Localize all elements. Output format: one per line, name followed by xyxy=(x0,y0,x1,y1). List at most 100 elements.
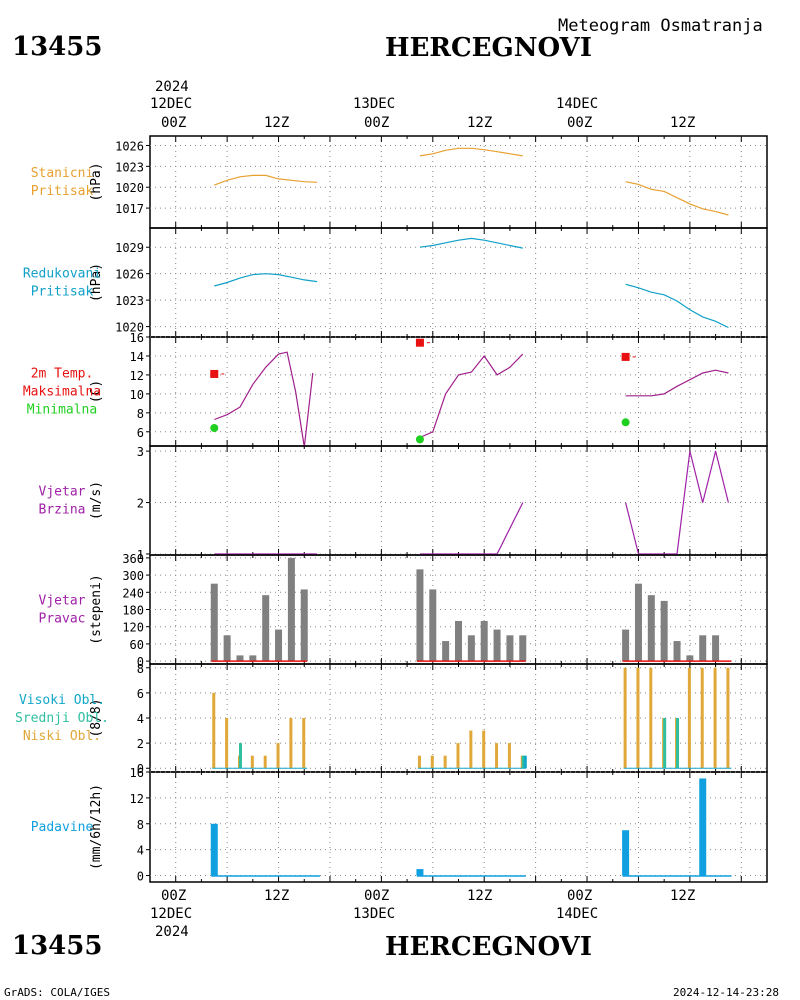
wind-direction-bar xyxy=(480,620,488,662)
bottom-date-0: 12DEC xyxy=(150,906,192,922)
y-tick-label: 6 xyxy=(137,687,144,701)
y-tick-label: 1023 xyxy=(115,160,144,174)
panel-label: Pritisak xyxy=(31,285,94,300)
cloud-low-bar xyxy=(726,667,730,769)
series-line-pressure-station-0 xyxy=(214,174,318,186)
y-tick-label: 6 xyxy=(137,426,144,440)
wind-direction-bar xyxy=(429,589,437,662)
min-temp-marker xyxy=(210,423,219,432)
panel-label: Brzina xyxy=(39,503,86,518)
series-line-pressure-reduced-1 xyxy=(419,237,523,249)
max-temp-marker xyxy=(210,369,219,378)
cloud-low-bar xyxy=(276,743,280,769)
cloud-low-bar xyxy=(456,743,460,769)
bottom-hour-2-12: 12Z xyxy=(670,888,695,904)
wind-direction-bar xyxy=(506,635,514,662)
panel-label: 2m Temp. xyxy=(31,367,94,382)
top-hour-0-00: 00Z xyxy=(161,115,186,131)
y-tick-label: 12 xyxy=(130,369,144,383)
y-tick-label: 14 xyxy=(130,350,144,364)
panel-label: Visoki Obl. xyxy=(19,693,105,708)
cloud-low-bar xyxy=(417,755,421,769)
wind-direction-bar xyxy=(712,635,720,662)
series-line-pressure-station-2 xyxy=(625,181,729,216)
series-line-pressure-reduced-2 xyxy=(625,283,729,329)
y-tick-label: 2 xyxy=(137,497,144,511)
series-line-pressure-station-1 xyxy=(419,147,523,157)
wind-direction-bar xyxy=(442,641,450,662)
series-line-pressure-reduced-0 xyxy=(214,273,318,287)
series-line-temperature-0 xyxy=(214,351,314,447)
bottom-date-1: 13DEC xyxy=(353,906,395,922)
panel-label: Redukovani xyxy=(23,267,101,282)
y-tick-label: 120 xyxy=(122,621,144,635)
bottom-hour-1-12: 12Z xyxy=(467,888,492,904)
y-axis-label: (C) xyxy=(89,380,104,403)
panel-frame-precipitation xyxy=(149,771,768,883)
precip-bar xyxy=(210,823,218,876)
min-temp-marker xyxy=(415,435,424,444)
y-axis-label: (mm/6h/12h) xyxy=(89,784,104,870)
cloud-low-bar xyxy=(623,667,627,769)
cloud-low-bar xyxy=(507,743,511,769)
wind-direction-bar xyxy=(622,629,630,662)
y-tick-label: 8 xyxy=(137,407,144,421)
bottom-date-2: 14DEC xyxy=(556,906,598,922)
bottom-hour-2-00: 00Z xyxy=(567,888,592,904)
cloud-low-bar xyxy=(443,755,447,769)
cloud-low-bar xyxy=(263,755,267,769)
station-name: HERCEGNOVI xyxy=(385,33,592,63)
top-date-1: 13DEC xyxy=(353,96,395,112)
y-tick-label: 1017 xyxy=(115,202,144,216)
cloud-mid-bar xyxy=(238,743,242,769)
bottom-hour-0-00: 00Z xyxy=(161,888,186,904)
cloud-high-bar xyxy=(523,755,527,769)
top-hour-2-12: 12Z xyxy=(670,115,695,131)
wind-direction-bar xyxy=(686,655,694,662)
max-temp-marker xyxy=(621,352,630,361)
precip-bar xyxy=(699,778,707,876)
wind-direction-bar xyxy=(519,635,527,662)
cloud-mid-bar xyxy=(676,718,680,769)
y-tick-label: 60 xyxy=(130,638,144,652)
panel-label: Minimalna xyxy=(27,403,97,418)
cloud-low-bar xyxy=(713,667,717,769)
wind-direction-bar xyxy=(699,635,707,662)
cloud-mid-bar xyxy=(663,718,667,769)
y-tick-label: 1020 xyxy=(115,321,144,335)
cloud-low-bar xyxy=(636,667,640,769)
cloud-low-bar xyxy=(289,718,293,769)
y-tick-label: 8 xyxy=(137,662,144,676)
footer-station-name: HERCEGNOVI xyxy=(385,932,592,962)
panel-frame-pressure-reduced xyxy=(149,227,768,338)
y-axis-label: (hPa) xyxy=(89,162,104,201)
y-tick-label: 4 xyxy=(137,712,144,726)
footer-timestamp: 2024-12-14-23:28 xyxy=(673,986,779,999)
panel-label: Pravac xyxy=(39,612,86,627)
series-line-wind-speed-1 xyxy=(419,502,524,555)
top-date-2: 14DEC xyxy=(556,96,598,112)
y-tick-label: 1026 xyxy=(115,268,144,282)
cloud-low-bar xyxy=(302,718,306,769)
y-tick-label: 1026 xyxy=(115,139,144,153)
panel-label: Vjetar xyxy=(39,485,86,500)
wind-direction-bar xyxy=(287,557,295,662)
series-line-temperature-2 xyxy=(625,369,729,397)
wind-direction-bar xyxy=(660,600,668,662)
y-tick-label: 16 xyxy=(130,766,144,780)
bottom-hour-0-12: 12Z xyxy=(264,888,289,904)
cloud-low-bar xyxy=(225,718,229,769)
footer-station-id: 13455 xyxy=(12,931,102,961)
series-line-temperature-1 xyxy=(419,353,524,439)
y-tick-label: 4 xyxy=(137,844,144,858)
top-hour-0-12: 12Z xyxy=(264,115,289,131)
wind-direction-bar xyxy=(455,620,462,662)
y-axis-label: (m/s) xyxy=(89,481,104,520)
precip-bar xyxy=(622,830,630,876)
y-tick-label: 1020 xyxy=(115,181,144,195)
cloud-low-bar xyxy=(649,667,653,769)
cloud-low-bar xyxy=(687,667,691,769)
wind-direction-bar xyxy=(634,583,642,662)
y-tick-label: 10 xyxy=(130,388,144,402)
